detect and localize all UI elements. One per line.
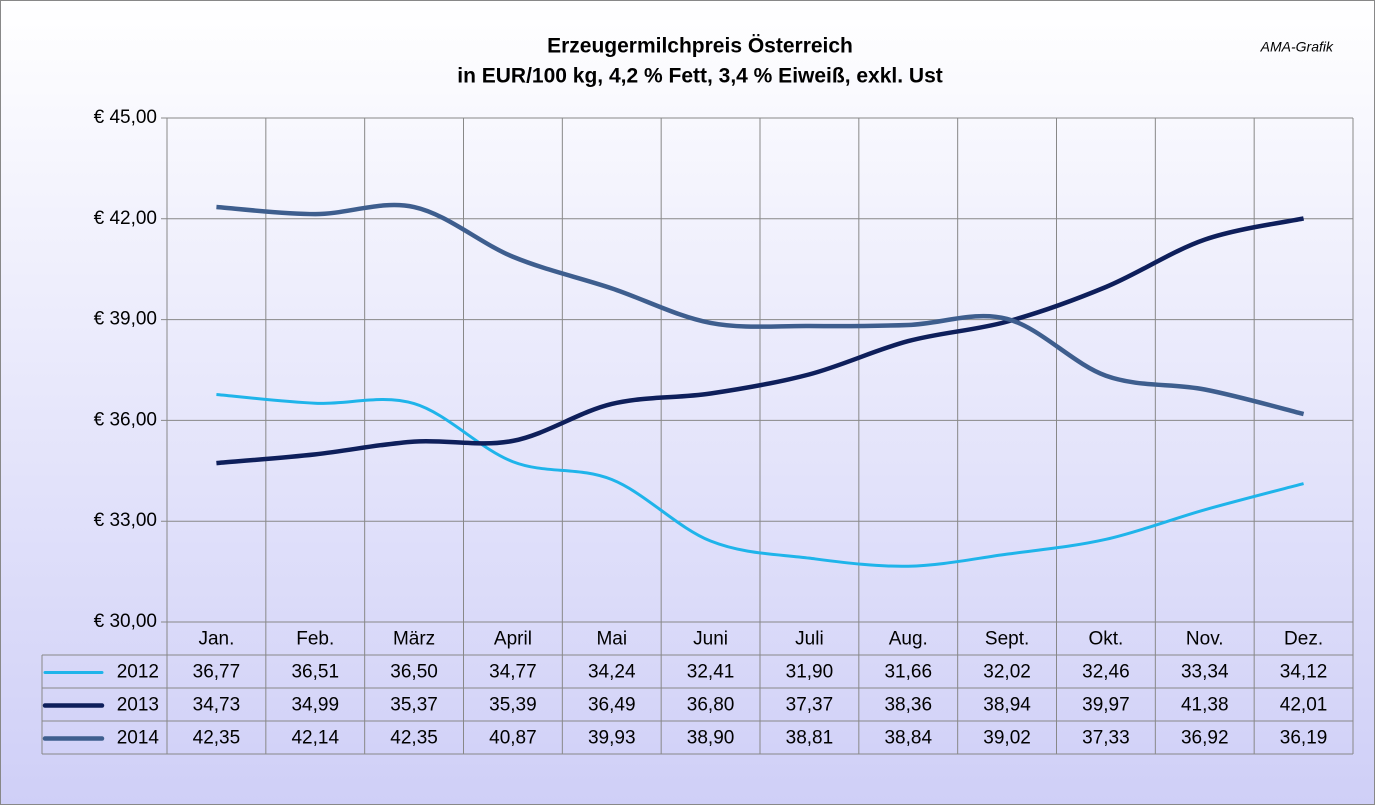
chart-subtitle: in EUR/100 kg, 4,2 % Fett, 3,4 % Eiweiß,… [457, 65, 943, 88]
series-line [216, 216, 1305, 466]
table-value: 36,77 [193, 662, 241, 683]
table-value: 42,35 [193, 728, 241, 749]
table-value: 39,02 [983, 728, 1031, 749]
table-value: 33,34 [1181, 662, 1229, 683]
x-tick-label: Nov. [1186, 629, 1224, 650]
table-value: 31,90 [786, 662, 834, 683]
table-value: 38,36 [884, 695, 932, 716]
table-value: 36,92 [1181, 728, 1229, 749]
y-tick-label: € 42,00 [94, 208, 157, 229]
y-tick-label: € 39,00 [94, 309, 157, 330]
table-value: 36,50 [390, 662, 438, 683]
table-value: 38,90 [687, 728, 735, 749]
table-value: 32,41 [687, 662, 735, 683]
x-tick-label: Jan. [198, 629, 234, 650]
x-tick-label: Aug. [889, 629, 928, 650]
table-value: 32,46 [1082, 662, 1130, 683]
y-tick-label: € 33,00 [94, 510, 157, 531]
table-value: 34,12 [1280, 662, 1328, 683]
table-value: 38,84 [884, 728, 932, 749]
annotation: AMA-Grafik [1260, 39, 1334, 55]
x-tick-label: Sept. [985, 629, 1029, 650]
x-tick-label: April [494, 629, 532, 650]
series-line [216, 393, 1304, 568]
table-value: 34,77 [489, 662, 537, 683]
table-value: 39,93 [588, 728, 636, 749]
table-value: 42,35 [390, 728, 438, 749]
table-value: 39,97 [1082, 695, 1130, 716]
table-value: 42,14 [291, 728, 339, 749]
table-value: 38,81 [786, 728, 834, 749]
legend-label: 2012 [117, 662, 159, 683]
x-tick-label: Juli [795, 629, 824, 650]
table-value: 34,99 [291, 695, 339, 716]
legend-label: 2014 [117, 728, 160, 749]
table-value: 35,39 [489, 695, 537, 716]
table-value: 34,73 [193, 695, 241, 716]
x-tick-label: Juni [693, 629, 728, 650]
y-tick-label: € 30,00 [94, 611, 157, 632]
table-value: 36,19 [1280, 728, 1328, 749]
table-value: 37,37 [786, 695, 834, 716]
x-tick-label: Okt. [1088, 629, 1123, 650]
legend-label: 2013 [117, 695, 159, 716]
table-value: 40,87 [489, 728, 537, 749]
chart-title: Erzeugermilchpreis Österreich [547, 35, 853, 58]
table-value: 34,24 [588, 662, 636, 683]
y-tick-label: € 36,00 [94, 409, 157, 430]
table-value: 38,94 [983, 695, 1031, 716]
table-value: 36,51 [291, 662, 339, 683]
table-value: 31,66 [884, 662, 932, 683]
table-value: 37,33 [1082, 728, 1130, 749]
table-value: 35,37 [390, 695, 438, 716]
x-tick-label: Dez. [1284, 629, 1323, 650]
table-value: 36,49 [588, 695, 636, 716]
table-value: 32,02 [983, 662, 1031, 683]
series-line [216, 202, 1305, 417]
table-value: 36,80 [687, 695, 735, 716]
x-tick-label: März [393, 629, 435, 650]
x-tick-label: Mai [596, 629, 627, 650]
table-value: 42,01 [1280, 695, 1328, 716]
y-tick-label: € 45,00 [94, 107, 157, 128]
x-tick-label: Feb. [296, 629, 334, 650]
table-value: 41,38 [1181, 695, 1229, 716]
